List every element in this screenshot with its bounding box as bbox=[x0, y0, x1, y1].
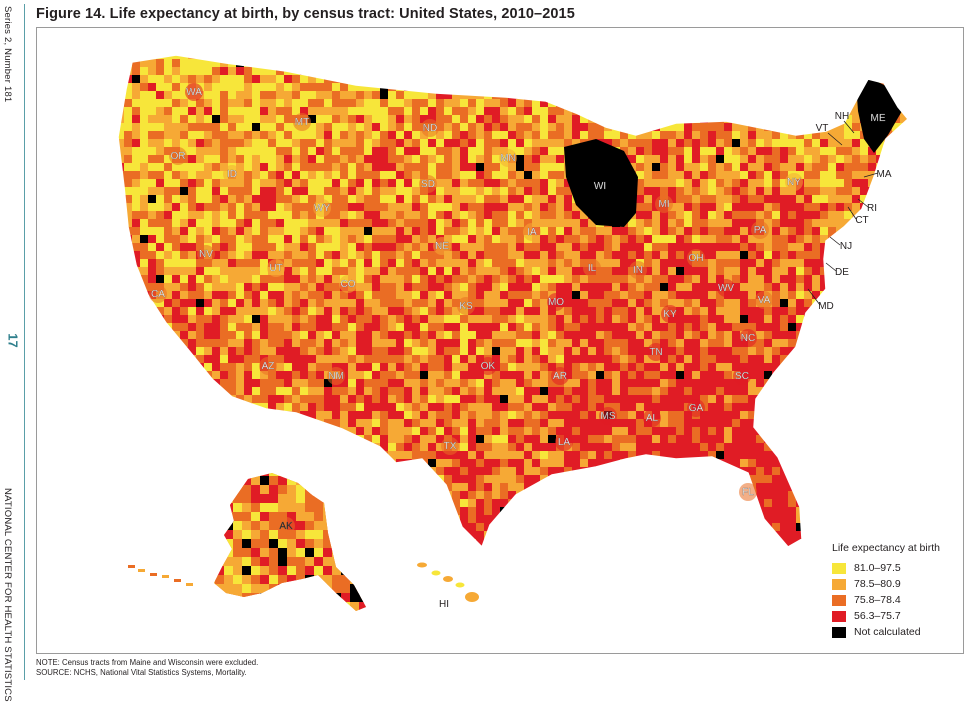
state-label: NY bbox=[787, 177, 801, 188]
legend-swatch bbox=[832, 611, 846, 622]
legend-item: Not calculated bbox=[832, 624, 960, 640]
state-label: CO bbox=[341, 279, 356, 290]
legend-swatch bbox=[832, 563, 846, 574]
state-label: VT bbox=[816, 123, 829, 134]
margin-rule bbox=[24, 4, 25, 680]
legend-title: Life expectancy at birth bbox=[832, 542, 960, 554]
legend-item: 75.8–78.4 bbox=[832, 592, 960, 608]
state-label: OK bbox=[481, 361, 496, 372]
legend-swatch bbox=[832, 627, 846, 638]
figure-notes: NOTE: Census tracts from Maine and Wisco… bbox=[36, 658, 258, 677]
state-label: AK bbox=[279, 521, 293, 532]
state-label: NM bbox=[328, 371, 344, 382]
contiguous-us bbox=[116, 51, 921, 560]
state-label: MA bbox=[877, 169, 892, 180]
state-label: WI bbox=[594, 181, 606, 192]
state-label: MS bbox=[601, 411, 616, 422]
state-label: NE bbox=[435, 241, 449, 252]
state-label: UT bbox=[269, 263, 282, 274]
state-label: AL bbox=[646, 413, 659, 424]
legend-label: 78.5–80.9 bbox=[854, 578, 901, 590]
state-label: TX bbox=[444, 441, 457, 452]
state-label: OR bbox=[171, 151, 186, 162]
state-label: SC bbox=[735, 371, 749, 382]
legend-item: 78.5–80.9 bbox=[832, 576, 960, 592]
state-label: MN bbox=[500, 153, 516, 164]
state-label: AZ bbox=[262, 361, 275, 372]
state-label: ND bbox=[423, 123, 437, 134]
state-label: WV bbox=[718, 283, 734, 294]
state-label: NV bbox=[199, 249, 213, 260]
figure-title: Figure 14. Life expectancy at birth, by … bbox=[36, 6, 575, 22]
legend-label: Not calculated bbox=[854, 626, 921, 638]
legend: Life expectancy at birth 81.0–97.5 78.5–… bbox=[832, 542, 960, 640]
legend-label: 56.3–75.7 bbox=[854, 610, 901, 622]
state-label: CA bbox=[151, 289, 165, 300]
note-text: NOTE: Census tracts from Maine and Wisco… bbox=[36, 658, 258, 668]
legend-item: 81.0–97.5 bbox=[832, 560, 960, 576]
series-label: Series 2, Number 181 bbox=[2, 6, 13, 102]
state-label: AR bbox=[553, 371, 567, 382]
state-label: HI bbox=[439, 599, 449, 610]
state-label: LA bbox=[558, 437, 571, 448]
alaska-inset bbox=[128, 467, 378, 621]
state-label: TN bbox=[649, 347, 662, 358]
us-choropleth-map: WA OR CA ID NV MT WY UT AZ CO NM ND SD NE KS OK TX MN IA MO… bbox=[36, 27, 964, 654]
side-margin: Series 2, Number 181 17 NATIONAL CENTER … bbox=[0, 0, 26, 685]
state-label: RI bbox=[867, 203, 877, 214]
state-label: PA bbox=[754, 225, 767, 236]
leader-line bbox=[830, 237, 840, 245]
state-label: IA bbox=[527, 227, 537, 238]
state-label: ME bbox=[871, 113, 886, 124]
state-label: IL bbox=[588, 263, 597, 274]
state-label: OH bbox=[689, 253, 704, 264]
state-label: WY bbox=[314, 203, 330, 214]
legend-label: 75.8–78.4 bbox=[854, 594, 901, 606]
state-label: KS bbox=[459, 301, 473, 312]
agency-label: NATIONAL CENTER FOR HEALTH STATISTICS bbox=[2, 488, 13, 702]
legend-label: 81.0–97.5 bbox=[854, 562, 901, 574]
state-label: ID bbox=[227, 169, 237, 180]
state-label: KY bbox=[663, 309, 677, 320]
state-label: MD bbox=[818, 301, 834, 312]
state-label: WA bbox=[186, 87, 202, 98]
state-label: CT bbox=[855, 215, 868, 226]
legend-swatch bbox=[832, 579, 846, 590]
state-label: MO bbox=[548, 297, 564, 308]
state-label: NH bbox=[835, 111, 849, 122]
legend-item: 56.3–75.7 bbox=[832, 608, 960, 624]
state-label: FL bbox=[742, 487, 754, 498]
hawaii-inset bbox=[417, 563, 479, 603]
state-label: SD bbox=[421, 179, 435, 190]
page-number: 17 bbox=[6, 332, 21, 350]
source-text: SOURCE: NCHS, National Vital Statistics … bbox=[36, 668, 258, 678]
state-label: IN bbox=[633, 265, 643, 276]
state-label: NJ bbox=[840, 241, 852, 252]
state-label: GA bbox=[689, 403, 704, 414]
state-label: VA bbox=[758, 295, 771, 306]
state-label: MT bbox=[295, 117, 309, 128]
legend-swatch bbox=[832, 595, 846, 606]
state-label: MI bbox=[658, 199, 669, 210]
state-label: NC bbox=[741, 333, 755, 344]
state-label: DE bbox=[835, 267, 849, 278]
